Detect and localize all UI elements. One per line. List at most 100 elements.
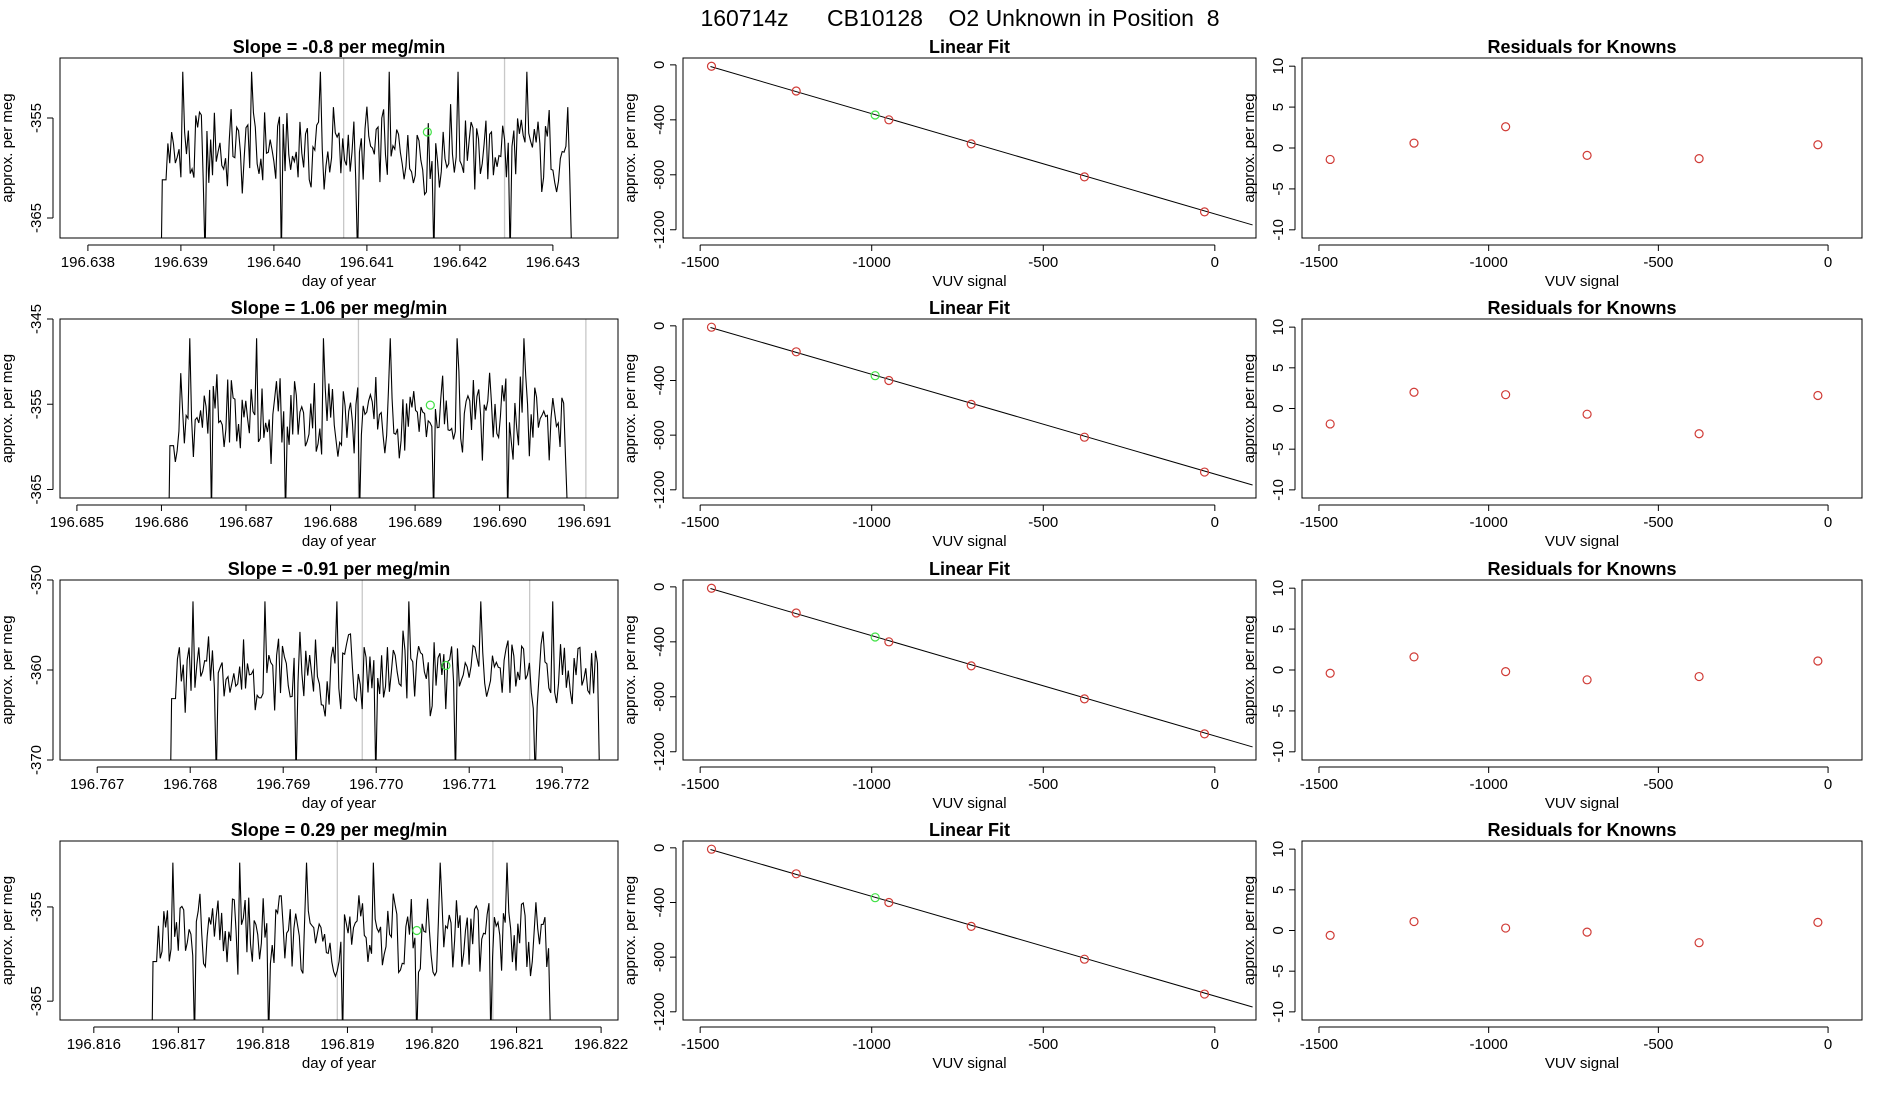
x-tick-label: -1000 — [853, 254, 891, 271]
x-tick-label: 196.689 — [388, 514, 442, 531]
known-point — [791, 347, 801, 357]
x-axis-label: day of year — [302, 1055, 376, 1072]
y-tick-label: -365 — [28, 986, 45, 1016]
signal-trace — [160, 71, 572, 238]
plot-area — [170, 580, 600, 760]
known-point — [706, 844, 717, 854]
y-tick-label: -10 — [1270, 1001, 1287, 1023]
x-tick-label: -500 — [1643, 254, 1673, 271]
x-tick-label: -500 — [1028, 514, 1058, 531]
signal-trace — [168, 338, 568, 498]
y-axis-label: approx. per meg — [622, 876, 639, 985]
known-point — [791, 869, 801, 879]
y-tick-label: -365 — [28, 203, 45, 233]
y-tick-label: -800 — [651, 682, 668, 712]
x-tick-label: -1500 — [681, 776, 719, 793]
x-tick-label: 0 — [1824, 254, 1832, 271]
known-point — [791, 86, 801, 96]
x-tick-label: -1500 — [1300, 776, 1338, 793]
x-tick-label: -1000 — [1469, 1036, 1507, 1053]
y-tick-label: -400 — [651, 627, 668, 657]
known-point — [966, 139, 976, 149]
y-tick-label: 0 — [1270, 666, 1287, 674]
residual-point — [1501, 923, 1511, 933]
plot-frame — [1301, 579, 1863, 761]
known-point — [1079, 172, 1090, 182]
plot-frame — [682, 57, 1257, 239]
x-tick-label: -500 — [1643, 776, 1673, 793]
x-tick-label: 196.771 — [442, 776, 496, 793]
fit-line — [710, 326, 1253, 486]
residual-point — [1582, 927, 1592, 937]
plot-area — [706, 61, 1253, 226]
x-tick-label: 196.687 — [219, 514, 273, 531]
y-axis-label: approx. per meg — [0, 876, 16, 985]
residual-point — [1409, 387, 1419, 397]
panel-r4-c1: Slope = 0.29 per meg/min 196.816 196.817 19… — [0, 820, 628, 1072]
y-tick-label: 5 — [1270, 625, 1287, 633]
panels-grid: Slope = -0.8 per meg/min 196.638 196.639 19… — [0, 37, 1863, 1072]
known-point — [1079, 432, 1090, 442]
main-title: 160714z CB10128 O2 Unknown in Position 8 — [700, 5, 1219, 31]
panel-r3-c1: Slope = -0.91 per meg/min 196.767 196.768 1… — [0, 559, 619, 812]
y-tick-label: 5 — [1270, 103, 1287, 111]
panel-title: Slope = 0.29 per meg/min — [231, 820, 448, 840]
x-tick-label: -1000 — [1469, 254, 1507, 271]
unknown-point — [870, 371, 880, 381]
plot-area — [1325, 122, 1823, 165]
y-axis-label: approx. per meg — [1241, 876, 1258, 985]
x-tick-label: 196.820 — [405, 1036, 459, 1053]
y-tick-label: 0 — [651, 583, 668, 591]
x-axis-label: VUV signal — [1545, 795, 1619, 812]
panel-title: Residuals for Knowns — [1487, 820, 1676, 840]
panel-r1-c1: Slope = -0.8 per meg/min 196.638 196.639 19… — [0, 37, 619, 290]
x-tick-label: 196.639 — [154, 254, 208, 271]
known-point — [884, 375, 894, 386]
y-tick-label: -350 — [28, 565, 45, 595]
residual-point — [1325, 419, 1335, 429]
plot-area — [151, 841, 551, 1020]
known-point — [1199, 207, 1210, 217]
plot-frame — [682, 579, 1257, 761]
panel-r4-c3: Residuals for Knowns -1500 -1000 -500 0 VUV s… — [1241, 820, 1863, 1072]
x-axis-label: VUV signal — [932, 795, 1006, 812]
x-tick-label: 196.641 — [340, 254, 394, 271]
panel-r4-c2: Linear Fit -1500 -1000 -500 0 VUV signal 0 -400… — [622, 820, 1257, 1072]
known-point — [1079, 694, 1090, 704]
residual-point — [1694, 429, 1704, 439]
panel-r3-c3: Residuals for Knowns -1500 -1000 -500 0 VUV s… — [1241, 559, 1863, 812]
residual-point — [1501, 390, 1511, 400]
x-tick-label: -1500 — [681, 1036, 719, 1053]
y-tick-label: 0 — [651, 61, 668, 69]
x-tick-label: 0 — [1824, 514, 1832, 531]
y-tick-label: -1200 — [651, 211, 668, 249]
x-tick-label: -1500 — [1300, 514, 1338, 531]
plot-frame — [1301, 840, 1863, 1021]
panel-title: Slope = -0.91 per meg/min — [228, 559, 451, 579]
residual-point — [1582, 409, 1592, 419]
y-axis-label: approx. per meg — [1241, 93, 1258, 202]
residual-point — [1694, 938, 1704, 948]
y-tick-label: -5 — [1270, 704, 1287, 717]
x-tick-label: 196.768 — [163, 776, 217, 793]
x-tick-label: 196.818 — [236, 1036, 290, 1053]
residual-point — [1694, 671, 1704, 682]
plot-area — [160, 58, 572, 238]
y-tick-label: -800 — [651, 160, 668, 190]
plot-frame — [59, 579, 619, 761]
y-axis-label: approx. per meg — [1241, 354, 1258, 463]
x-tick-label: 196.770 — [349, 776, 403, 793]
known-point — [1199, 729, 1210, 739]
unknown-point — [870, 632, 880, 642]
x-tick-label: 196.822 — [574, 1036, 628, 1053]
fit-line — [710, 588, 1253, 748]
known-point — [706, 61, 717, 71]
x-tick-label: 0 — [1824, 1036, 1832, 1053]
x-tick-label: 196.691 — [557, 514, 611, 531]
y-tick-label: -345 — [28, 304, 45, 334]
panel-r2-c2: Linear Fit -1500 -1000 -500 0 VUV signal 0 -400… — [622, 298, 1257, 550]
x-tick-label: -1500 — [681, 514, 719, 531]
x-tick-label: -1500 — [1300, 1036, 1338, 1053]
